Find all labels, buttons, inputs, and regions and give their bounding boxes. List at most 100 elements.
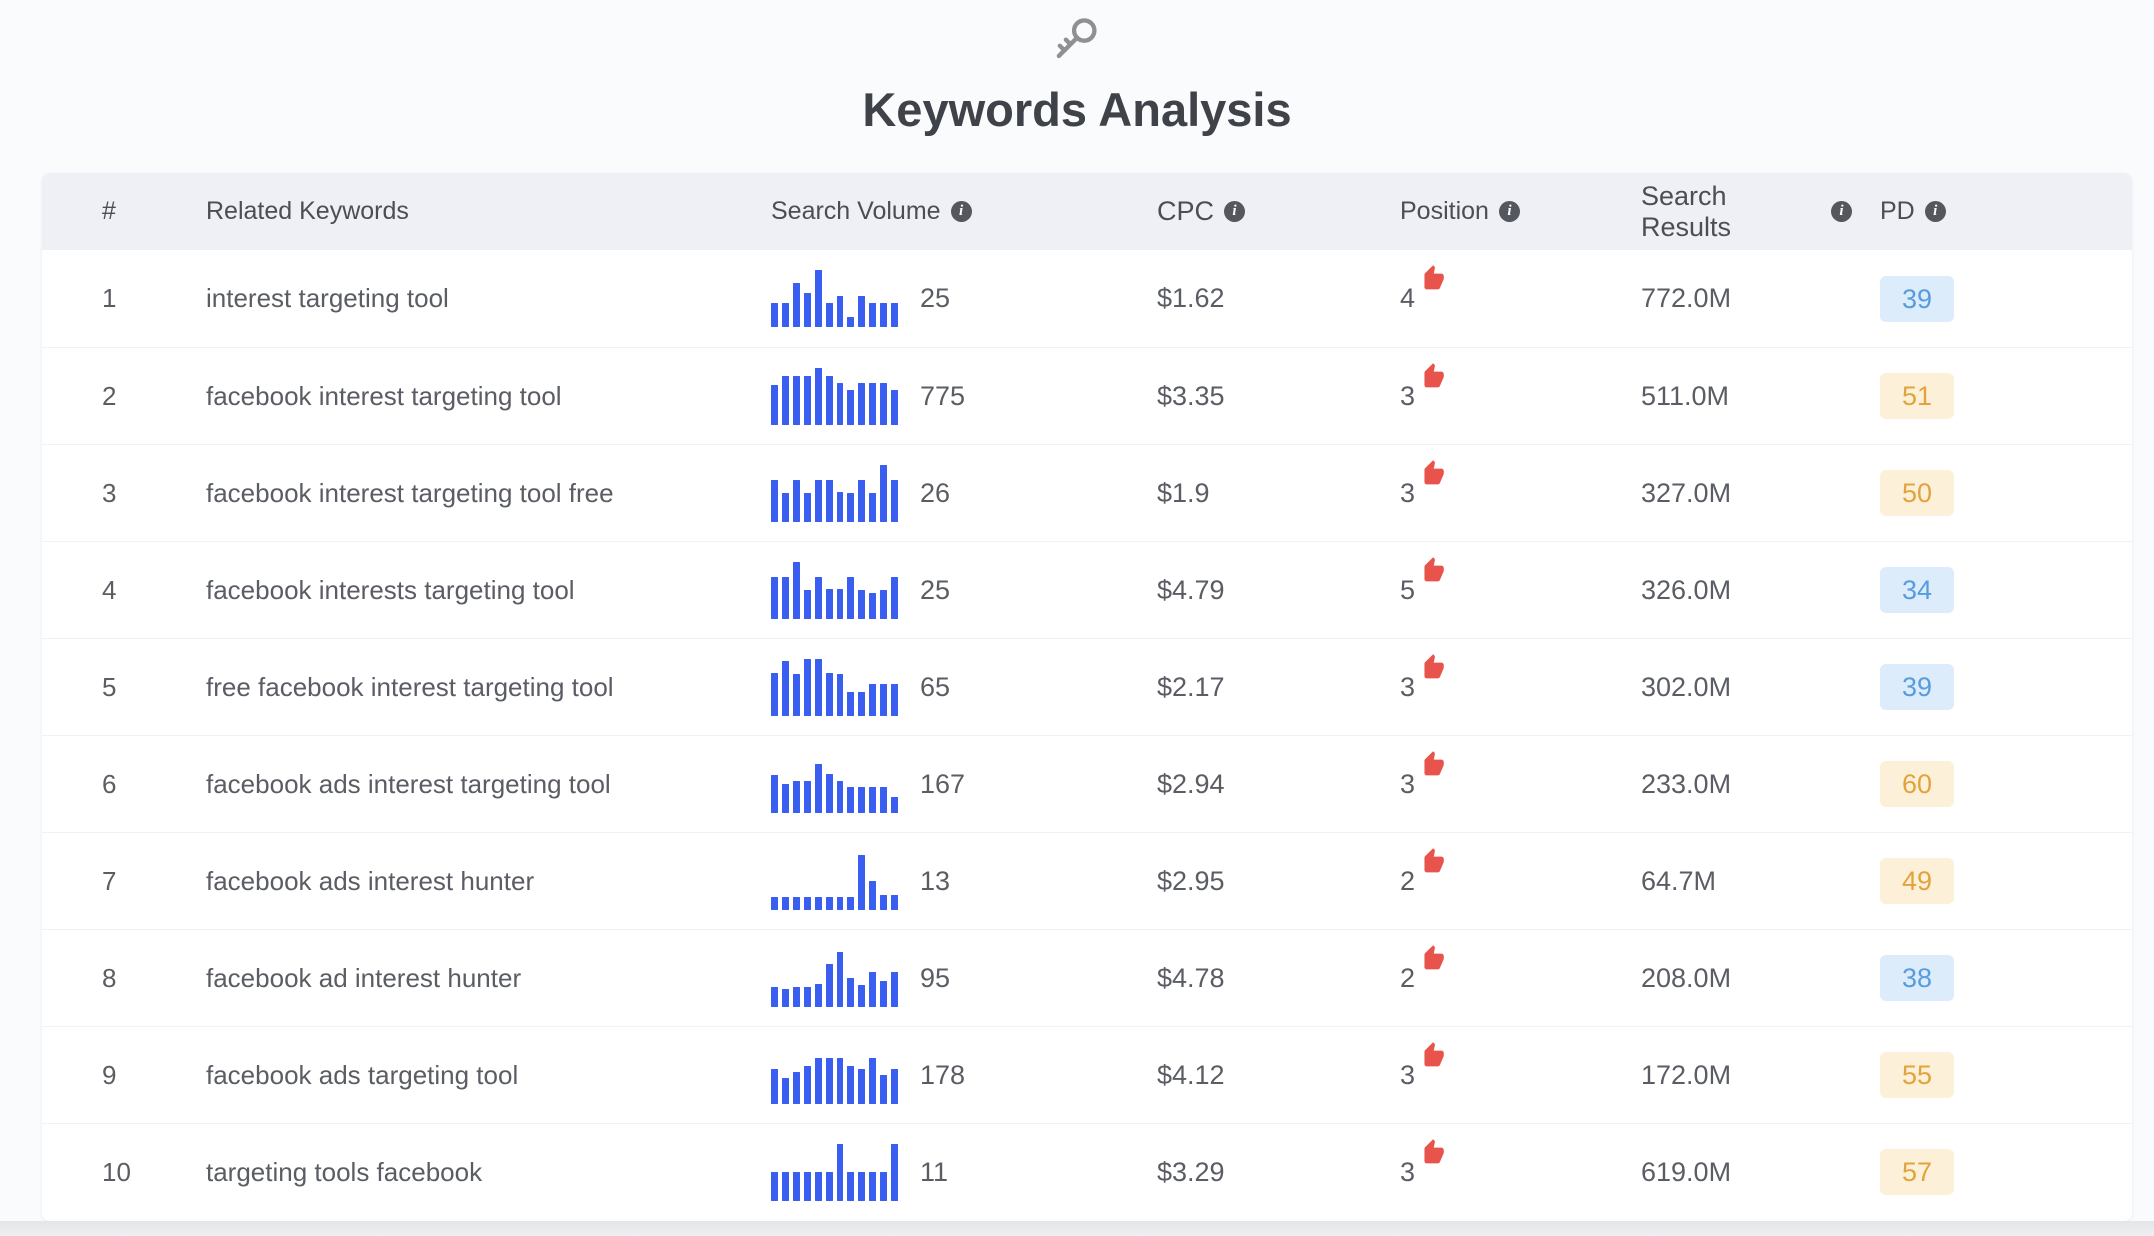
sparkline-bar (869, 881, 877, 910)
search-results-value: 327.0M (1641, 477, 1732, 508)
sparkline-bar (858, 480, 866, 522)
search-results-info-icon[interactable]: i (1831, 201, 1852, 222)
table-row[interactable]: 7 facebook ads interest hunter 13 $2.95 … (42, 832, 2132, 929)
search-volume-sparkline (771, 1143, 899, 1201)
sparkline-bar (869, 493, 877, 522)
sparkline-bar (792, 1172, 800, 1201)
sparkline-bar (836, 588, 844, 619)
sparkline-bar (792, 282, 800, 327)
sparkline-bar (781, 577, 789, 619)
sparkline-bar (880, 786, 888, 813)
search-volume-sparkline (771, 756, 899, 813)
pd-badge: 49 (1880, 858, 1954, 904)
pd-badge: 39 (1880, 275, 1954, 322)
table-row[interactable]: 9 facebook ads targeting tool 178 $4.12 … (42, 1026, 2132, 1123)
sparkline-bar (858, 1069, 866, 1104)
keyword-text: targeting tools facebook (206, 1156, 483, 1187)
sparkline-bar (771, 775, 778, 813)
search-volume-value: 25 (920, 283, 951, 313)
table-row[interactable]: 8 facebook ad interest hunter 95 $4.78 2… (42, 929, 2132, 1026)
table-row[interactable]: 6 facebook ads interest targeting tool 1… (42, 735, 2132, 832)
col-header-cpc: CPC (1157, 196, 1215, 226)
search-results-value: 64.7M (1641, 865, 1717, 896)
search-volume-sparkline (771, 270, 899, 327)
sparkline-bar (771, 1172, 778, 1201)
row-rank: 3 (102, 477, 117, 508)
sparkline-bar (858, 383, 866, 425)
sparkline-bar (836, 491, 844, 522)
sparkline-bar (836, 674, 844, 716)
sparkline-bar (869, 1172, 877, 1201)
table-row[interactable]: 5 free facebook interest targeting tool … (42, 638, 2132, 735)
sparkline-bar (781, 784, 789, 813)
thumbs-up-icon (1424, 556, 1444, 581)
search-volume-sparkline (771, 367, 899, 425)
pd-badge: 57 (1880, 1149, 1954, 1195)
sparkline-bar (814, 577, 822, 619)
sparkline-bar (771, 672, 778, 716)
sparkline-bar (781, 989, 789, 1007)
keyword-text: facebook interest targeting tool free (206, 477, 614, 508)
search-volume-sparkline (771, 658, 899, 716)
table-row[interactable]: 4 facebook interests targeting tool 25 $… (42, 541, 2132, 638)
sparkline-bar (869, 1057, 877, 1104)
sparkline-bar (781, 1077, 789, 1104)
sparkline-bar (814, 367, 822, 425)
search-volume-sparkline (771, 1047, 899, 1104)
position-value: 3 (1400, 671, 1416, 702)
position-value: 3 (1400, 380, 1416, 411)
sparkline-bar (847, 1172, 855, 1201)
position-info-icon[interactable]: i (1498, 201, 1520, 222)
col-header-position: Position (1400, 197, 1489, 225)
sparkline-bar (803, 292, 811, 327)
pd-badge: 60 (1880, 761, 1954, 807)
thumbs-up-icon (1424, 1041, 1444, 1066)
sparkline-bar (891, 1143, 899, 1201)
row-rank: 7 (102, 865, 117, 896)
cpc-value: $3.35 (1157, 380, 1225, 411)
search-volume-info-icon[interactable]: i (950, 201, 972, 222)
search-volume-value: 775 (920, 380, 966, 411)
col-header-rank: # (102, 197, 116, 225)
table-row[interactable]: 1 interest targeting tool 25 $1.62 4 772… (42, 250, 2132, 347)
page-header: Keywords Analysis (0, 0, 2154, 137)
position-value: 4 (1400, 283, 1416, 313)
col-header-related-keywords: Related Keywords (206, 197, 409, 225)
search-volume-sparkline (771, 464, 899, 522)
pd-badge: 50 (1880, 470, 1954, 516)
sparkline-bar (880, 1075, 888, 1104)
sparkline-bar (803, 986, 811, 1007)
sparkline-bar (836, 781, 844, 813)
position-value: 3 (1400, 1059, 1416, 1090)
pd-info-icon[interactable]: i (1924, 201, 1946, 222)
sparkline-bar (869, 592, 877, 619)
cpc-value: $1.9 (1157, 477, 1210, 508)
sparkline-bar (880, 980, 888, 1007)
sparkline-bar (880, 1172, 888, 1201)
search-results-value: 511.0M (1641, 380, 1730, 411)
sparkline-bar (869, 383, 877, 425)
table-row[interactable]: 10 targeting tools facebook 11 $3.29 3 6… (42, 1123, 2132, 1220)
sparkline-bar (803, 1066, 811, 1104)
sparkline-bar (771, 480, 778, 522)
position-value: 3 (1400, 1156, 1416, 1187)
cpc-value: $2.17 (1157, 671, 1225, 702)
sparkline-bar (880, 303, 888, 327)
sparkline-bar (836, 1057, 844, 1104)
key-icon (1056, 18, 1097, 59)
sparkline-bar (869, 972, 877, 1007)
sparkline-bar (814, 1172, 822, 1201)
table-row[interactable]: 3 facebook interest targeting tool free … (42, 444, 2132, 541)
row-rank: 5 (102, 671, 117, 702)
sparkline-bar (814, 1057, 822, 1104)
sparkline-bar (825, 963, 833, 1007)
cpc-info-icon[interactable]: i (1224, 201, 1246, 222)
thumbs-up-icon (1424, 653, 1444, 678)
sparkline-bar (858, 786, 866, 813)
sparkline-bar (880, 684, 888, 716)
sparkline-bar (814, 270, 822, 327)
sparkline-bar (880, 383, 888, 425)
table-row[interactable]: 2 facebook interest targeting tool 775 $… (42, 347, 2132, 444)
search-volume-value: 25 (920, 574, 951, 605)
sparkline-bar (792, 896, 800, 910)
